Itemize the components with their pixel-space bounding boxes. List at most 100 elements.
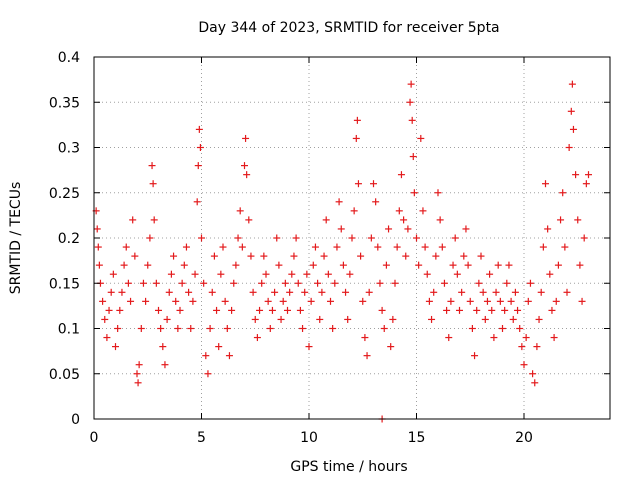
data-point [501,306,509,314]
data-point [194,162,202,170]
data-point [94,243,102,251]
data-point [200,279,208,287]
data-point [402,252,410,260]
y-tick-label: 0 [71,412,80,428]
x-axis-label: GPS time / hours [290,459,407,475]
data-point [157,325,165,332]
data-point [320,252,328,260]
data-point [241,162,248,170]
data-point [550,334,558,342]
data-point [195,125,203,133]
data-point [144,261,152,269]
data-point [342,288,350,296]
data-point [395,207,403,215]
data-point [167,270,175,278]
data-point [114,325,122,332]
data-point [447,297,455,305]
data-point [152,279,160,287]
data-point [215,343,223,351]
data-point [236,207,244,215]
data-point [333,243,341,251]
data-point [294,279,302,287]
data-point [322,216,330,224]
data-point [281,279,289,287]
data-point [367,234,375,242]
data-point [262,270,270,278]
data-point [451,234,459,242]
data-point [202,352,210,360]
data-point [217,270,225,278]
data-point [107,288,115,296]
data-point [223,325,231,332]
data-point [260,252,268,260]
data-point [314,279,322,287]
data-point [468,325,476,332]
data-point [492,288,500,296]
data-point [161,361,169,369]
data-point [116,306,124,314]
data-point [176,306,184,314]
data-point [542,180,549,188]
data-point [353,116,361,124]
data-point [533,343,541,351]
data-point [488,306,496,314]
data-point [139,279,147,287]
data-point [307,297,315,305]
data-point [434,189,442,197]
data-point [365,288,373,296]
data-point [389,315,397,323]
data-point [137,325,145,332]
x-tick-label: 10 [300,430,318,446]
data-point [290,252,298,260]
data-point [428,315,436,323]
data-point [557,216,565,224]
data-point [423,270,431,278]
data-point [372,198,380,206]
data-point [580,234,588,242]
chart-title: Day 344 of 2023, SRMTID for receiver 5pt… [198,20,499,36]
data-point [460,252,468,260]
data-point [567,107,575,115]
data-point [266,325,274,332]
data-point [275,261,283,269]
data-point [503,279,511,287]
data-point [284,306,291,314]
data-point [101,315,109,323]
data-point [316,315,324,323]
data-point [170,252,178,260]
data-point [232,261,240,269]
data-point [531,379,539,387]
data-point [357,252,365,260]
data-point [361,334,369,342]
data-point [370,180,377,188]
data-point [578,297,586,305]
data-point [438,243,446,251]
data-point [582,180,590,188]
data-point [105,306,113,314]
data-points [92,80,592,423]
y-tick-label: 0.15 [49,276,80,292]
data-point [458,288,466,296]
data-point [537,288,545,296]
data-point [346,270,354,278]
data-point [120,261,128,269]
data-point [112,343,119,351]
data-point [466,297,474,305]
data-point [568,80,576,88]
data-point [385,225,393,233]
x-tick-label: 5 [197,430,206,446]
data-point [268,306,276,314]
data-point [407,80,415,88]
data-point [406,98,414,106]
data-point [456,306,463,314]
data-point [440,279,448,287]
data-point [99,297,107,305]
x-tick-label: 0 [90,430,99,446]
data-point [135,361,143,369]
data-point [93,225,101,233]
data-point [264,297,272,305]
data-point [409,153,417,161]
data-point [585,171,592,179]
data-point [363,352,371,360]
data-point [561,243,569,251]
